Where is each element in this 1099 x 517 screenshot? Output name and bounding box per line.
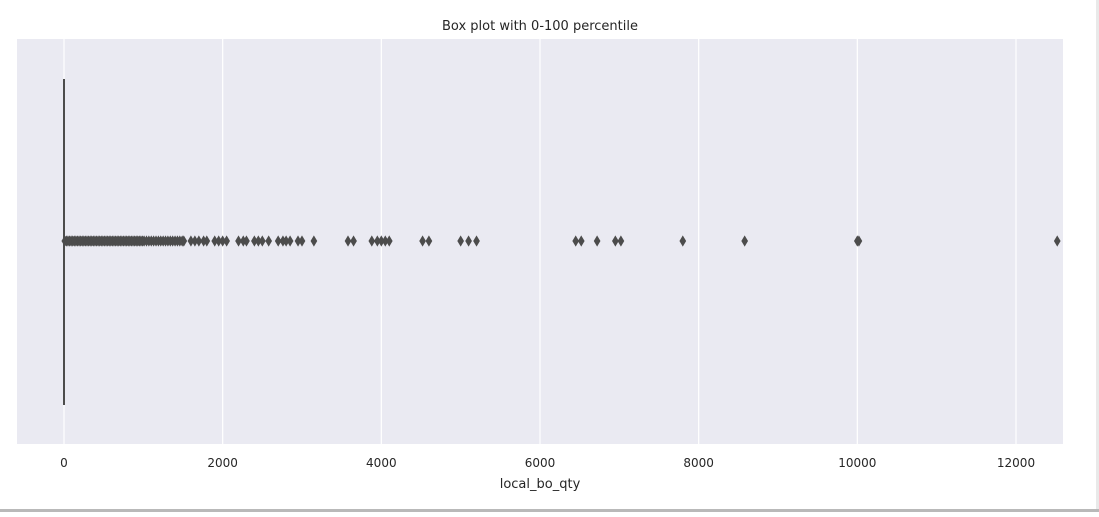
outlier-point xyxy=(679,235,687,247)
outlier-point xyxy=(577,235,585,247)
x-tick-label: 0 xyxy=(60,456,68,470)
outlier-point xyxy=(741,235,749,247)
outlier-point xyxy=(617,235,625,247)
outlier-point xyxy=(180,235,188,247)
outlier-point xyxy=(572,235,580,247)
outlier-point xyxy=(1053,235,1061,247)
outlier-point xyxy=(203,235,211,247)
x-tick-label: 6000 xyxy=(525,456,556,470)
outlier-point xyxy=(258,235,266,247)
x-tick-label: 12000 xyxy=(997,456,1035,470)
x-tick-label: 10000 xyxy=(838,456,876,470)
bottom-rule xyxy=(0,509,1099,512)
outlier-point xyxy=(465,235,472,247)
chart-title: Box plot with 0-100 percentile xyxy=(442,19,638,34)
outlier-point xyxy=(298,235,306,247)
outlier-point xyxy=(265,235,273,247)
x-axis-label: local_bo_qty xyxy=(500,477,581,492)
outlier-point xyxy=(195,235,203,247)
outlier-point xyxy=(368,235,376,247)
outlier-point xyxy=(385,235,393,247)
x-tick-label: 4000 xyxy=(366,456,397,470)
outlier-points xyxy=(61,235,1061,247)
outlier-point xyxy=(473,235,480,247)
outlier-point xyxy=(855,235,863,247)
outlier-point xyxy=(286,235,294,247)
outlier-point xyxy=(457,235,465,247)
outlier-point xyxy=(223,235,230,247)
x-axis-ticks: 0 2000 4000 6000 8000 10000 12000 xyxy=(60,456,1035,470)
outlier-point xyxy=(274,235,282,247)
x-tick-label: 8000 xyxy=(683,456,714,470)
outlier-point xyxy=(344,235,352,247)
x-tick-label: 2000 xyxy=(207,456,238,470)
outlier-point xyxy=(235,235,242,247)
outlier-point xyxy=(350,235,357,247)
outlier-point xyxy=(612,235,619,247)
outlier-point xyxy=(310,235,318,247)
outlier-point xyxy=(425,235,433,247)
frame-edge xyxy=(1096,0,1099,509)
outlier-point xyxy=(419,235,426,247)
outlier-point xyxy=(593,235,601,247)
outlier-point xyxy=(243,235,250,247)
